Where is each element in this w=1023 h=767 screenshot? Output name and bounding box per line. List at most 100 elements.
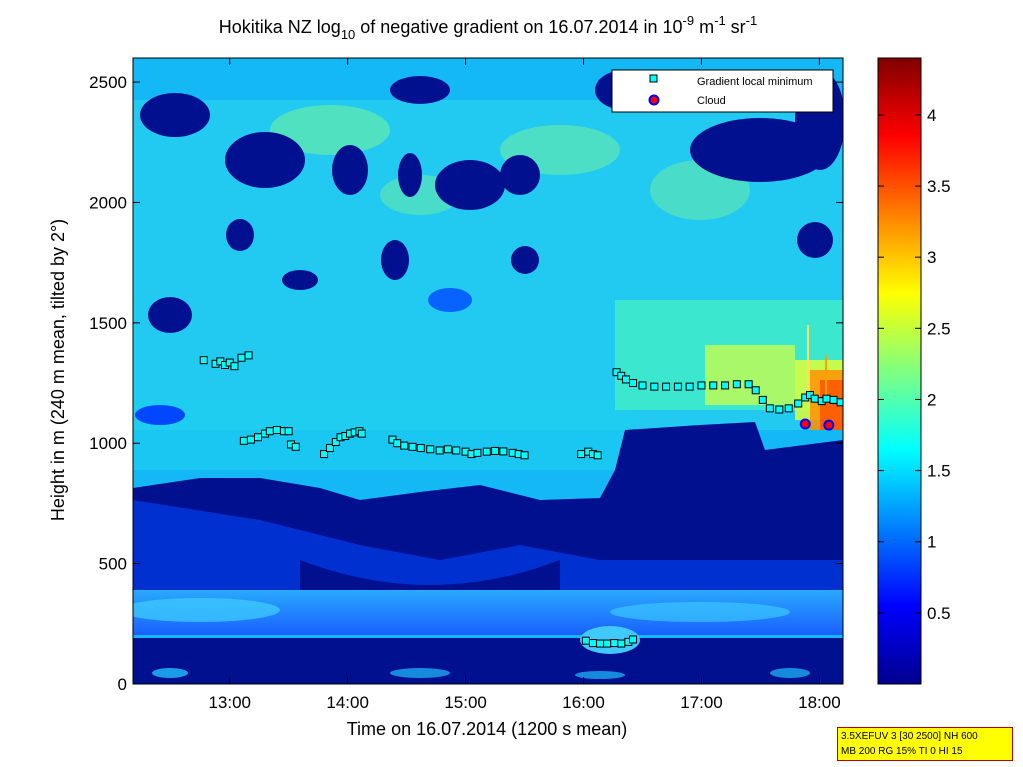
cb-tick-label-5: 3 <box>927 248 936 267</box>
gradient-min-point-68 <box>721 381 730 390</box>
gradient-min-point-79 <box>810 394 819 403</box>
gradient-min-point-59 <box>621 375 630 384</box>
gradient-min-point-66 <box>697 381 706 390</box>
gradient-min-point-5 <box>230 362 239 371</box>
gradient-min-point-39 <box>482 447 491 456</box>
y-tick-label-2: 1000 <box>89 434 127 453</box>
colorbar: 0.5 1 1.5 2 2.5 3 3.5 4 <box>877 57 951 685</box>
x-axis: 13:00 14:00 15:00 16:00 17:00 18:00 <box>208 58 841 712</box>
cb-tick-label-6: 3.5 <box>927 177 951 196</box>
cb-tick-label-7: 4 <box>927 106 936 125</box>
cloud-point-1 <box>823 419 835 431</box>
colorbar-ticks: 0.5 1 1.5 2 2.5 3 3.5 4 <box>878 106 951 623</box>
plot-frame <box>132 57 844 685</box>
y-tick-label-4: 2000 <box>89 193 127 212</box>
gradient-min-point-50 <box>588 639 597 648</box>
y-tick-label-5: 2500 <box>89 73 127 92</box>
legend-marker-circle <box>648 94 660 106</box>
cloud-point-0 <box>799 418 811 430</box>
gradient-min-point-10 <box>254 433 263 442</box>
gradient-min-point-56 <box>629 635 638 644</box>
gradient-min-point-63 <box>662 382 671 391</box>
gradient-min-point-6 <box>237 353 246 362</box>
gradient-min-point-53 <box>610 639 619 648</box>
gradient-min-point-61 <box>638 381 647 390</box>
gradient-min-point-75 <box>784 404 793 413</box>
x-tick-label-1: 14:00 <box>326 693 369 712</box>
gradient-min-point-26 <box>357 429 366 438</box>
x-tick-label-2: 15:00 <box>444 693 487 712</box>
legend-label-gradient-minimum: Gradient local minimum <box>697 76 813 88</box>
chart-title: Hokitika NZ log10 of negative gradient o… <box>219 13 757 42</box>
gradient-min-point-62 <box>650 382 659 391</box>
x-tick-label-3: 16:00 <box>562 693 605 712</box>
gradient-min-point-38 <box>473 448 482 457</box>
x-tick-label-4: 17:00 <box>680 693 723 712</box>
gradient-min-point-81 <box>822 394 831 403</box>
cb-tick-label-1: 1 <box>927 533 936 552</box>
gradient-min-point-32 <box>426 445 435 454</box>
gradient-min-point-48 <box>593 451 602 460</box>
legend-box <box>611 69 834 113</box>
gradient-min-point-49 <box>581 636 590 645</box>
gradient-min-point-83 <box>836 398 843 407</box>
info-line-1: 3.5XEFUV 3 [30 2500] NH 600 <box>841 731 978 742</box>
heatmap-field <box>133 58 843 684</box>
gradient-min-point-44 <box>520 451 529 460</box>
gradient-min-point-34 <box>443 445 452 454</box>
x-axis-label: Time on 16.07.2014 (1200 s mean) <box>347 719 628 739</box>
gradient-min-point-72 <box>758 395 767 404</box>
gradient-min-point-35 <box>452 446 461 455</box>
legend-label-cloud: Cloud <box>697 95 726 107</box>
info-line-2: MB 200 RG 15% TI 0 HI 15 <box>841 746 963 757</box>
gradient-min-point-41 <box>499 447 508 456</box>
gradient-min-point-69 <box>732 380 741 389</box>
cb-tick-label-2: 1.5 <box>927 462 951 481</box>
gradient-min-point-70 <box>744 380 753 389</box>
gradient-min-point-9 <box>246 435 255 444</box>
gradient-min-point-76 <box>794 399 803 408</box>
gradient-min-point-13 <box>272 425 281 434</box>
gradient-min-point-15 <box>284 427 293 436</box>
cb-tick-label-4: 2.5 <box>927 319 951 338</box>
gradient-min-point-7 <box>244 351 253 360</box>
gradient-min-point-45 <box>577 450 586 459</box>
gradient-min-point-33 <box>435 446 444 455</box>
y-tick-label-1: 500 <box>99 555 127 574</box>
legend: Gradient local minimum Cloud <box>611 69 834 113</box>
gradient-min-point-73 <box>765 404 774 413</box>
gradient-min-point-51 <box>596 639 605 648</box>
gradient-min-point-52 <box>603 639 612 648</box>
y-tick-label-3: 1500 <box>89 314 127 333</box>
gradient-min-point-54 <box>617 639 626 648</box>
gradient-min-point-28 <box>393 439 402 448</box>
y-axis-label: Height in m (240 m mean, tilted by 2°) <box>48 219 68 521</box>
x-tick-label-0: 13:00 <box>208 693 251 712</box>
cb-tick-label-3: 2 <box>927 390 936 409</box>
legend-marker-square <box>649 74 658 83</box>
gradient-min-point-17 <box>291 442 300 451</box>
gradient-min-point-30 <box>408 442 417 451</box>
gradient-min-point-60 <box>629 379 638 388</box>
y-tick-label-0: 0 <box>118 675 127 694</box>
colorbar-scale <box>877 57 922 685</box>
cb-tick-label-0: 0.5 <box>927 604 951 623</box>
gradient-min-point-8 <box>239 436 248 445</box>
gradient-min-point-29 <box>400 441 409 450</box>
gradient-min-point-31 <box>416 444 425 453</box>
gradient-min-point-12 <box>265 427 274 436</box>
gradient-min-point-64 <box>673 382 682 391</box>
gradient-min-point-40 <box>491 446 500 455</box>
gradient-min-point-67 <box>709 381 718 390</box>
gradient-min-point-71 <box>751 386 760 395</box>
gradient-min-point-20 <box>331 438 340 447</box>
gradient-min-point-65 <box>685 382 694 391</box>
markers-layer <box>199 351 843 648</box>
gradient-min-point-0 <box>199 356 208 365</box>
processing-info-box: 3.5XEFUV 3 [30 2500] NH 600 MB 200 RG 15… <box>837 727 1013 761</box>
gradient-min-point-19 <box>325 444 334 453</box>
y-axis: 0 500 1000 1500 2000 2500 <box>89 73 843 694</box>
x-tick-label-5: 18:00 <box>798 693 841 712</box>
gradient-min-point-18 <box>320 450 329 459</box>
